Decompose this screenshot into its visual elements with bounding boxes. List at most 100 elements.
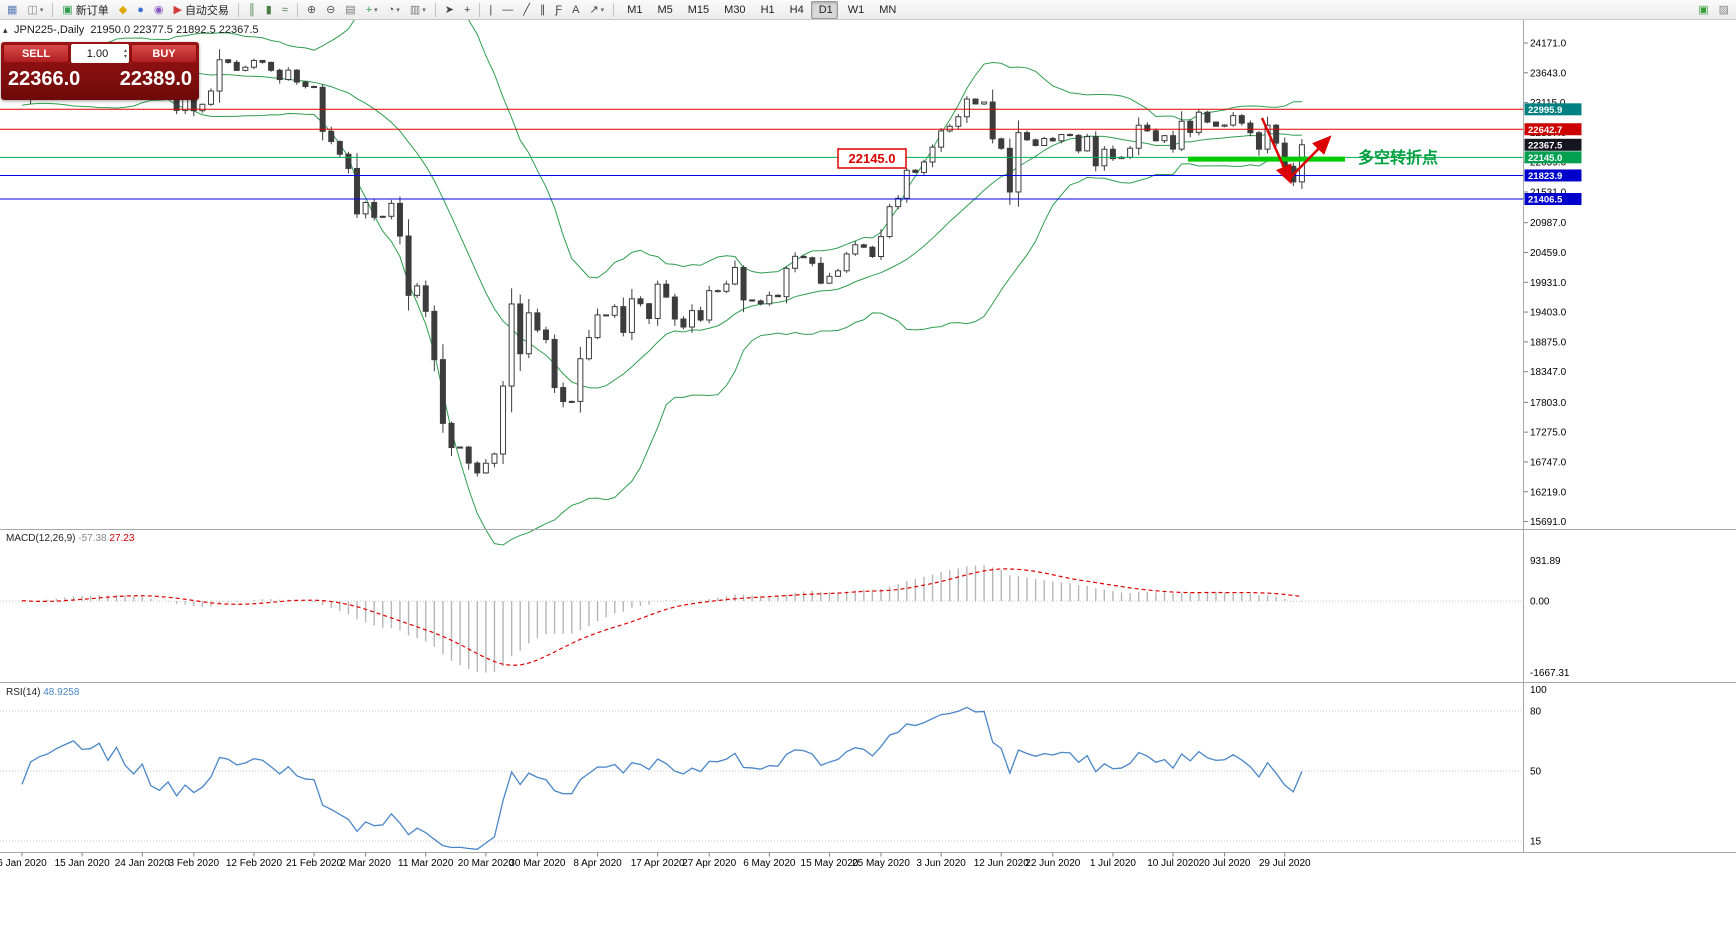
timeframe-m5[interactable]: M5	[657, 3, 673, 16]
price-tag: 22642.7	[1524, 123, 1582, 136]
trendline-button[interactable]: ╱	[523, 3, 530, 16]
price-tag: 22367.5	[1524, 138, 1582, 151]
collapse-panel-icon[interactable]: ▴	[3, 25, 8, 35]
bollinger-upper-band	[21, 20, 1302, 279]
price-axis-label: 18875.0	[1530, 337, 1567, 348]
rsi-axis-label: 50	[1530, 767, 1542, 778]
line-chart-icon[interactable]: ≈	[281, 3, 288, 16]
annotation-text[interactable]: 多空转折点	[1358, 148, 1438, 167]
date-axis-label: 8 Apr 2020	[573, 858, 622, 869]
history-center-icon[interactable]: ●	[137, 3, 144, 16]
price-axis-label: 19403.0	[1530, 308, 1567, 319]
bollinger-lower-band	[21, 98, 1302, 546]
svg-text:22145.0: 22145.0	[1528, 153, 1562, 164]
tile-windows-button[interactable]: ▤	[345, 3, 356, 16]
date-axis-label: 25 May 2020	[852, 858, 910, 869]
one-click-trading-panel: SELL 1.00 ▴ ▾ BUY 22366.0 22389.0	[1, 42, 199, 100]
date-axis-label: 30 Mar 2020	[509, 858, 566, 869]
timeframe-h4[interactable]: H4	[789, 3, 804, 16]
arrow-object[interactable]	[1287, 135, 1332, 181]
arrows-button[interactable]: ↗ ▾	[589, 3, 605, 16]
price-tag: 22995.9	[1524, 103, 1582, 116]
price-tag: 21406.5	[1524, 193, 1582, 206]
channel-button[interactable]: ∥	[539, 3, 546, 16]
date-axis-label: 12 Jun 2020	[974, 858, 1029, 869]
horizontal-line-button[interactable]: —	[502, 3, 514, 16]
date-axis-label: 20 Jul 2020	[1199, 858, 1251, 869]
arrow-object[interactable]	[1260, 117, 1292, 185]
period-button[interactable]: ◔ ▾	[387, 3, 400, 16]
zoom-out-button[interactable]: ⊖	[326, 3, 336, 16]
svg-text:22367.5: 22367.5	[1528, 140, 1563, 151]
price-axis-label: 17275.0	[1530, 428, 1567, 439]
chart-canvas[interactable]: 24171.023643.023115.022587.022059.021531…	[0, 20, 1736, 946]
date-axis-label: 3 Jun 2020	[916, 858, 966, 869]
lot-spin-up-icon[interactable]: ▴	[123, 47, 127, 54]
date-axis-label: 15 May 2020	[801, 858, 859, 869]
chart-background	[0, 20, 1736, 946]
text-label-button[interactable]: A	[572, 3, 580, 16]
crosshair-button[interactable]: +	[463, 3, 471, 16]
timeframe-mn[interactable]: MN	[879, 3, 897, 16]
price-tag: 22145.0	[1524, 151, 1582, 164]
date-axis-label: 24 Jan 2020	[115, 858, 170, 869]
rsi-axis-label: 80	[1530, 707, 1542, 718]
timeframe-m30[interactable]: M30	[724, 3, 746, 16]
vertical-line-button[interactable]: |	[489, 3, 493, 16]
help-icon[interactable]: ▨	[1718, 3, 1729, 16]
candlestick-chart-icon[interactable]: ▮	[265, 3, 272, 16]
toolbar-separator	[479, 2, 481, 17]
fibonacci-button[interactable]: Ƒ	[555, 3, 563, 16]
date-axis-label: 10 Jul 2020	[1147, 858, 1199, 869]
lot-size-field[interactable]: 1.00 ▴ ▾	[71, 44, 129, 63]
timeframe-m15[interactable]: M15	[687, 3, 710, 16]
date-axis-label: 21 Feb 2020	[286, 858, 343, 869]
cursor-button[interactable]: ➤	[444, 3, 454, 16]
autotrading-button[interactable]: ▶ 自动交易	[173, 3, 229, 17]
price-tag: 21823.9	[1524, 169, 1582, 182]
lot-spin-down-icon[interactable]: ▾	[123, 53, 127, 60]
svg-text:21823.9: 21823.9	[1528, 171, 1562, 182]
timeframe-w1[interactable]: W1	[847, 3, 865, 16]
macd-histogram	[21, 565, 1303, 673]
toolbar-separator	[296, 2, 298, 17]
timeframe-h1[interactable]: H1	[760, 3, 775, 16]
lot-spinner[interactable]: ▴ ▾	[124, 48, 127, 60]
buy-price: 22389.0	[119, 68, 192, 90]
date-axis-label: 17 Apr 2020	[631, 858, 685, 869]
price-axis-label: 18347.0	[1530, 367, 1567, 378]
add-indicator-button[interactable]: + ▾	[365, 3, 378, 16]
toolbar-separator	[52, 2, 54, 17]
favorites-icon[interactable]: ◆	[118, 3, 128, 16]
rsi-axis-label: 100	[1530, 685, 1547, 696]
date-axis-label: 3 Feb 2020	[168, 858, 219, 869]
profiles-button[interactable]: ◫ ▾	[27, 3, 44, 16]
price-label-box[interactable]: 22145.0	[837, 148, 907, 169]
alerts-icon[interactable]: ◉	[153, 3, 164, 16]
price-axis-label: 23643.0	[1530, 68, 1567, 79]
toolbar-separator	[434, 2, 436, 17]
timeframe-m1[interactable]: M1	[627, 3, 643, 16]
lot-value[interactable]: 1.00	[86, 47, 109, 60]
sell-button[interactable]: SELL	[3, 44, 69, 63]
bar-chart-icon[interactable]: ║	[247, 3, 256, 16]
zoom-in-button[interactable]: ⊕	[306, 3, 317, 16]
toolbar-separator	[613, 2, 615, 17]
window-icon[interactable]: ▣	[1698, 3, 1709, 16]
price-axis-label: 21531.0	[1530, 187, 1567, 198]
template-button[interactable]: ▥ ▾	[409, 3, 426, 16]
sell-price: 22366.0	[8, 68, 81, 90]
price-axis-label: 20459.0	[1530, 248, 1567, 259]
buy-button[interactable]: BUY	[131, 44, 197, 63]
date-axis-label: 1 Jul 2020	[1090, 858, 1137, 869]
new-order-button[interactable]: ▣ 新订单	[62, 3, 109, 17]
macd-label: MACD(12,26,9) -57.38 27.23	[6, 533, 135, 544]
toolbar: ▦ ◫ ▾ ▣ 新订单 ◆ ● ◉ ▶ 自动交易 ║ ▮ ≈ ⊕ ⊖ ▤ + ▾ ◔ ▾ ▥ ▾ ➤ + | — ╱ ∥ Ƒ A ↗ ▾ M1 M…	[0, 0, 1736, 20]
timeframe-d1[interactable]: D1	[810, 0, 838, 19]
svg-text:21406.5: 21406.5	[1528, 195, 1563, 206]
price-axis-label: 24171.0	[1530, 39, 1567, 50]
price-axis-label: 15691.0	[1530, 517, 1567, 528]
price-axis-label: 17803.0	[1530, 398, 1567, 409]
new-chart-button[interactable]: ▦	[7, 3, 18, 16]
